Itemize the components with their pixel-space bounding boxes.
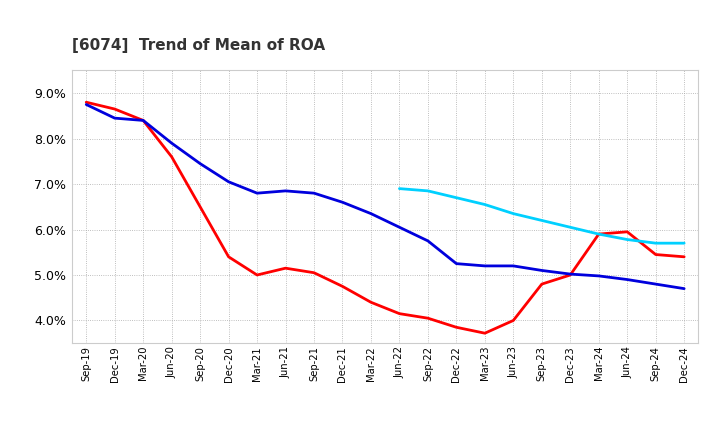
7 Years: [480, 202, 489, 207]
5 Years: [167, 140, 176, 146]
5 Years: [595, 273, 603, 279]
3 Years: [196, 204, 204, 209]
3 Years: [282, 266, 290, 271]
Text: [6074]  Trend of Mean of ROA: [6074] Trend of Mean of ROA: [72, 38, 325, 53]
3 Years: [566, 272, 575, 278]
7 Years: [652, 241, 660, 246]
3 Years: [509, 318, 518, 323]
5 Years: [537, 268, 546, 273]
3 Years: [652, 252, 660, 257]
5 Years: [225, 179, 233, 184]
7 Years: [395, 186, 404, 191]
3 Years: [110, 106, 119, 112]
Line: 7 Years: 7 Years: [400, 189, 684, 243]
5 Years: [566, 271, 575, 277]
3 Years: [366, 300, 375, 305]
5 Years: [652, 282, 660, 287]
7 Years: [680, 241, 688, 246]
3 Years: [310, 270, 318, 275]
5 Years: [110, 115, 119, 121]
5 Years: [82, 102, 91, 107]
3 Years: [167, 154, 176, 159]
3 Years: [225, 254, 233, 260]
7 Years: [623, 237, 631, 242]
5 Years: [253, 191, 261, 196]
Line: 5 Years: 5 Years: [86, 105, 684, 289]
5 Years: [366, 211, 375, 216]
5 Years: [310, 191, 318, 196]
5 Years: [623, 277, 631, 282]
5 Years: [338, 200, 347, 205]
5 Years: [139, 118, 148, 123]
5 Years: [196, 161, 204, 166]
7 Years: [423, 188, 432, 194]
3 Years: [623, 229, 631, 235]
3 Years: [395, 311, 404, 316]
3 Years: [253, 272, 261, 278]
5 Years: [680, 286, 688, 291]
7 Years: [595, 231, 603, 237]
5 Years: [395, 225, 404, 230]
3 Years: [680, 254, 688, 260]
3 Years: [139, 118, 148, 123]
7 Years: [537, 218, 546, 223]
5 Years: [509, 263, 518, 268]
3 Years: [595, 231, 603, 237]
3 Years: [423, 315, 432, 321]
5 Years: [480, 263, 489, 268]
5 Years: [282, 188, 290, 194]
3 Years: [452, 325, 461, 330]
7 Years: [509, 211, 518, 216]
3 Years: [338, 284, 347, 289]
5 Years: [423, 238, 432, 244]
7 Years: [566, 225, 575, 230]
5 Years: [452, 261, 461, 266]
3 Years: [537, 282, 546, 287]
7 Years: [452, 195, 461, 200]
3 Years: [480, 330, 489, 336]
3 Years: [82, 99, 91, 105]
Line: 3 Years: 3 Years: [86, 102, 684, 333]
